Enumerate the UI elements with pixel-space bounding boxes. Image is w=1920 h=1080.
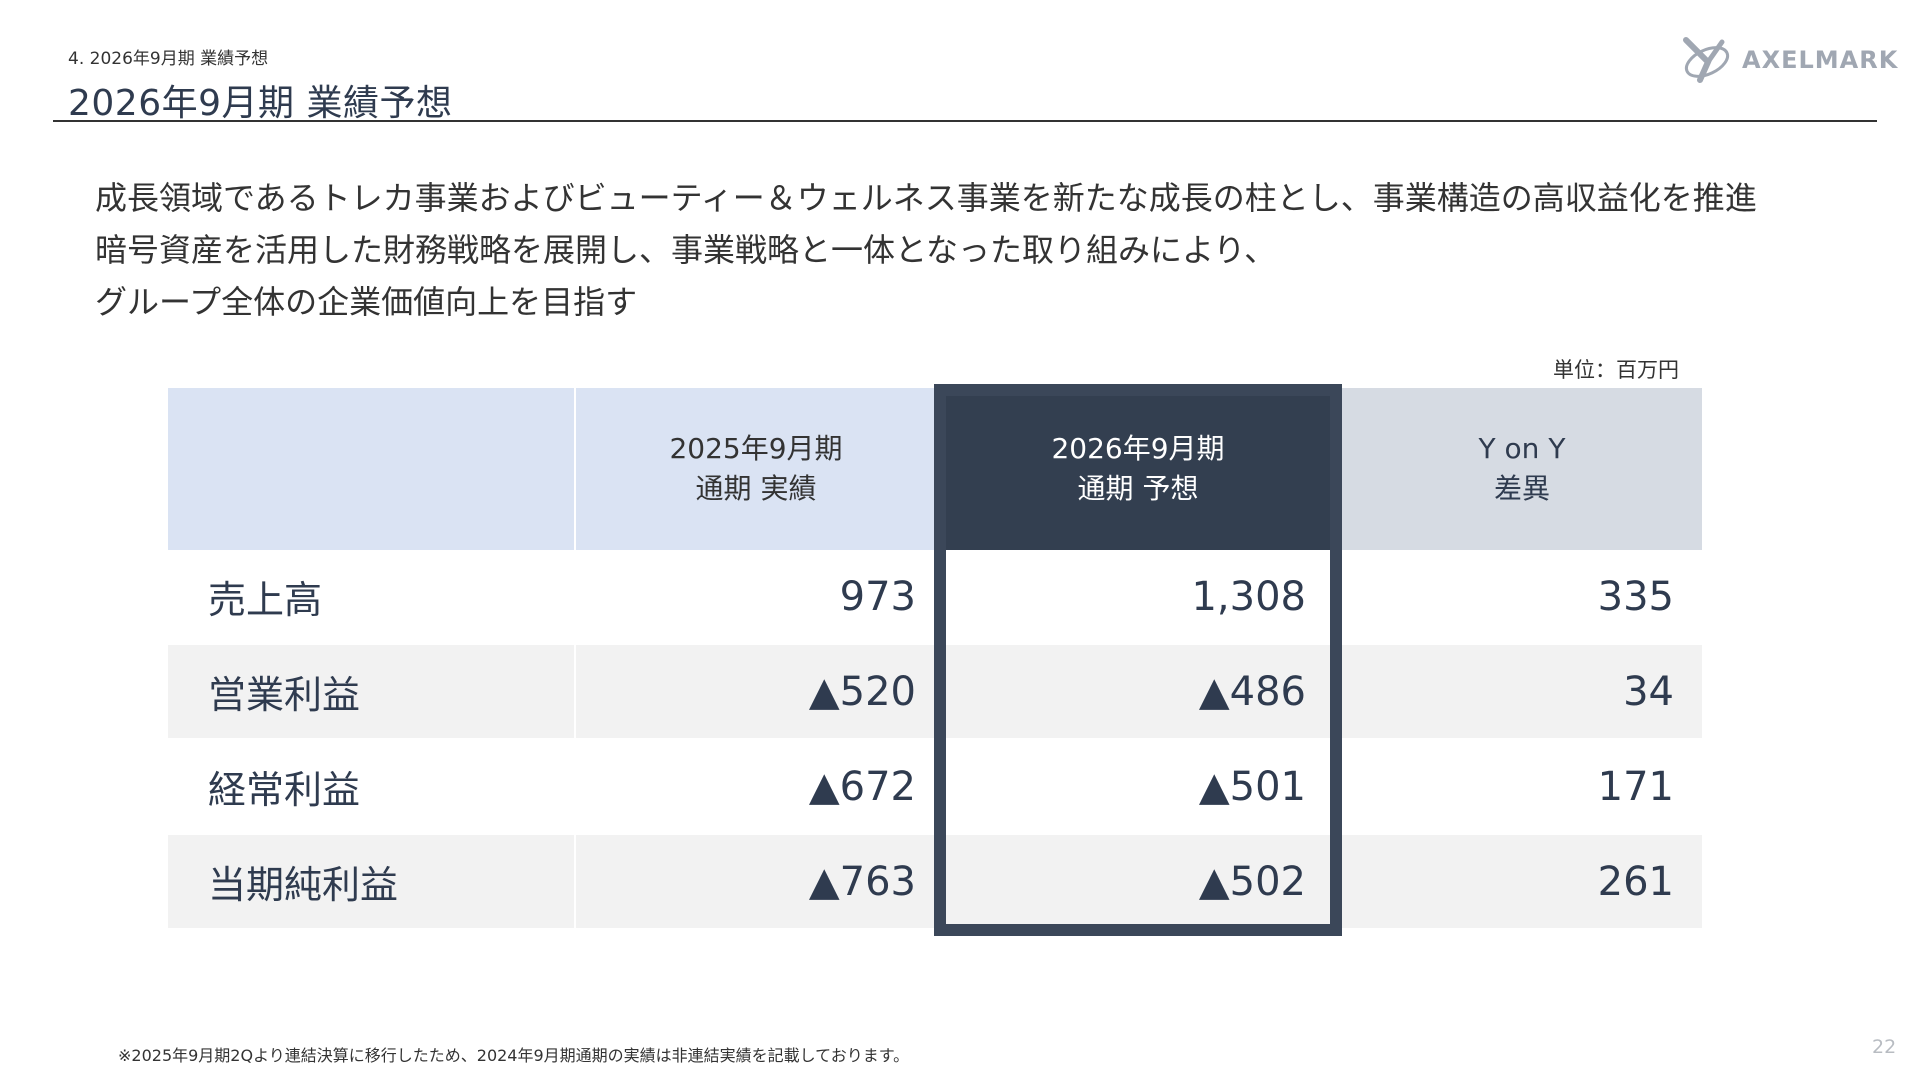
yoy-value: 335 — [1597, 573, 1674, 620]
footnote: ※2025年9月期2Qより連結決算に移行したため、2024年9月期通期の実績は非… — [118, 1046, 910, 1065]
yoy-value: 34 — [1623, 668, 1674, 715]
table-header-forecast: 2026年9月期 通期 予想 — [934, 388, 1342, 550]
axelmark-logo-icon — [1683, 37, 1730, 83]
actual-value: ▲763 — [808, 858, 916, 905]
unit-label: 単位：百万円 — [1553, 358, 1679, 382]
forecast-value: ▲486 — [1198, 668, 1306, 715]
company-logo: AXELMARK — [1678, 36, 1898, 84]
header-line: 通期 実績 — [695, 472, 817, 505]
table-header-blank — [168, 388, 574, 550]
forecast-value: 1,308 — [1191, 573, 1306, 620]
row-label: 営業利益 — [208, 673, 361, 717]
table-row: 営業利益 ▲520 ▲486 34 — [168, 645, 1702, 738]
logo-text: AXELMARK — [1742, 46, 1899, 74]
table-header-yoy: Y on Y 差異 — [1342, 388, 1702, 550]
actual-value: ▲520 — [808, 668, 916, 715]
header-line: Y on Y — [1478, 432, 1566, 465]
title-divider — [53, 120, 1877, 122]
header-line: 通期 予想 — [1077, 472, 1199, 505]
header-line: 2025年9月期 — [669, 432, 843, 465]
lead-line: 成長領域であるトレカ事業およびビューティー＆ウェルネス事業を新たな成長の柱とし、… — [95, 179, 1757, 217]
table-row: 当期純利益 ▲763 ▲502 261 — [168, 835, 1702, 928]
yoy-value: 171 — [1597, 763, 1674, 810]
breadcrumb: 4. 2026年9月期 業績予想 — [68, 49, 269, 69]
row-label: 経常利益 — [208, 768, 361, 812]
lead-text: 成長領域であるトレカ事業およびビューティー＆ウェルネス事業を新たな成長の柱とし、… — [95, 172, 1757, 328]
forecast-value: ▲501 — [1198, 763, 1306, 810]
lead-line: 暗号資産を活用した財務戦略を展開し、事業戦略と一体となった取り組みにより、 — [95, 231, 1277, 269]
row-label: 当期純利益 — [208, 863, 399, 907]
yoy-value: 261 — [1597, 858, 1674, 905]
actual-value: ▲672 — [808, 763, 916, 810]
page-title: 2026年9月期 業績予想 — [68, 83, 453, 124]
row-label: 売上高 — [208, 578, 323, 622]
header-line: 2026年9月期 — [1051, 432, 1225, 465]
table-row: 売上高 973 1,308 335 — [168, 550, 1702, 643]
table-header-actual: 2025年9月期 通期 実績 — [576, 388, 936, 550]
table-row: 経常利益 ▲672 ▲501 171 — [168, 740, 1702, 833]
lead-line: グループ全体の企業価値向上を目指す — [95, 283, 638, 321]
forecast-value: ▲502 — [1198, 858, 1306, 905]
header-line: 差異 — [1493, 472, 1550, 505]
page-number: 22 — [1872, 1036, 1897, 1058]
actual-value: 973 — [839, 573, 916, 620]
